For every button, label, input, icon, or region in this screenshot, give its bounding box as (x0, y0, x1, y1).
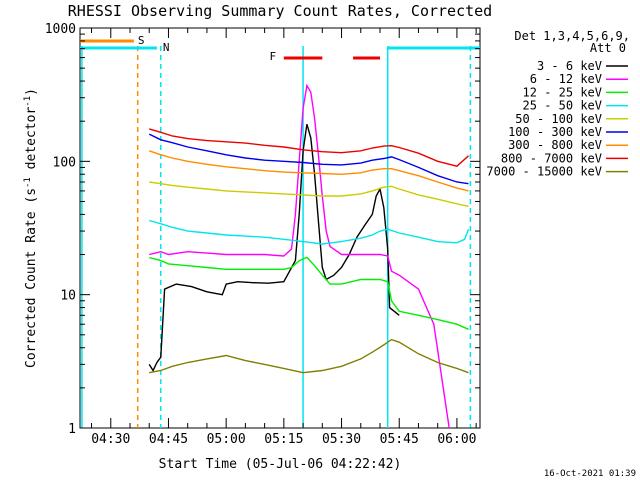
x-tick-label: 05:30 (322, 432, 361, 447)
y-axis-label-sup1: -1 (23, 177, 33, 188)
legend-label-5: 100 - 300 keV (508, 125, 602, 139)
x-axis-label: Start Time (05-Jul-06 04:22:42) (159, 457, 402, 472)
legend-label-4: 50 - 100 keV (515, 112, 602, 126)
series-line-5 (148, 133, 469, 185)
x-tick-label: 04:30 (91, 432, 130, 447)
y-axis-label-end: ) (24, 88, 39, 96)
series-layer (148, 83, 470, 429)
series-line-7 (149, 128, 469, 167)
y-axis: 1 10 100 1000 (45, 22, 480, 437)
legend-label-7: 800 - 7000 keV (501, 151, 602, 165)
y-tick-label: 10 (60, 289, 76, 304)
legend-label-6: 300 - 800 keV (508, 138, 602, 152)
legend-label-2: 12 - 25 keV (523, 85, 602, 99)
x-tick-label: 05:45 (380, 432, 419, 447)
series-line-2 (149, 256, 469, 330)
series-line-4 (149, 181, 469, 207)
chart-title: RHESSI Observing Summary Count Rates, Co… (68, 2, 492, 20)
x-axis: 04:30 04:45 05:00 05:15 05:30 05:45 06:00 (91, 28, 477, 447)
indicator-layer: S N F (80, 34, 480, 63)
legend-header-2: Att 0 (590, 41, 626, 55)
y-tick-label: 1 (68, 422, 76, 437)
plot-frame (79, 27, 481, 429)
footer-date: 16-Oct-2021 01:39 (544, 469, 636, 479)
y-axis-label-sup2: -1 (23, 96, 33, 107)
legend-label-0: 3 - 6 keV (537, 59, 602, 73)
y-tick-label: 100 (53, 155, 76, 170)
legend-label-1: 6 - 12 keV (530, 72, 602, 86)
series-line-0 (148, 124, 400, 372)
legend-label-3: 25 - 50 keV (523, 99, 602, 113)
y-axis-label: Corrected Count Rate (s-1 detector-1) (23, 88, 39, 368)
series-line-3 (149, 219, 470, 245)
y-axis-label-main: Corrected Count Rate (s (24, 188, 39, 368)
x-tick-label: 04:45 (149, 432, 188, 447)
legend-header-1: Det 1,3,4,5,6,9, (514, 29, 630, 43)
x-tick-label: 06:00 (437, 432, 476, 447)
series-line-6 (148, 150, 469, 192)
vertical-markers (81, 46, 472, 428)
x-tick-label: 05:15 (264, 432, 303, 447)
saa-label: S (138, 34, 145, 47)
y-tick-label: 1000 (45, 22, 76, 37)
flare-label: F (270, 50, 277, 63)
legend-label-8: 7000 - 15000 keV (486, 165, 602, 179)
y-axis-label-mid: detector (24, 107, 39, 178)
night-label: N (163, 41, 170, 54)
series-line-8 (149, 338, 469, 374)
series-line-1 (149, 83, 450, 429)
x-tick-label: 05:00 (207, 432, 246, 447)
